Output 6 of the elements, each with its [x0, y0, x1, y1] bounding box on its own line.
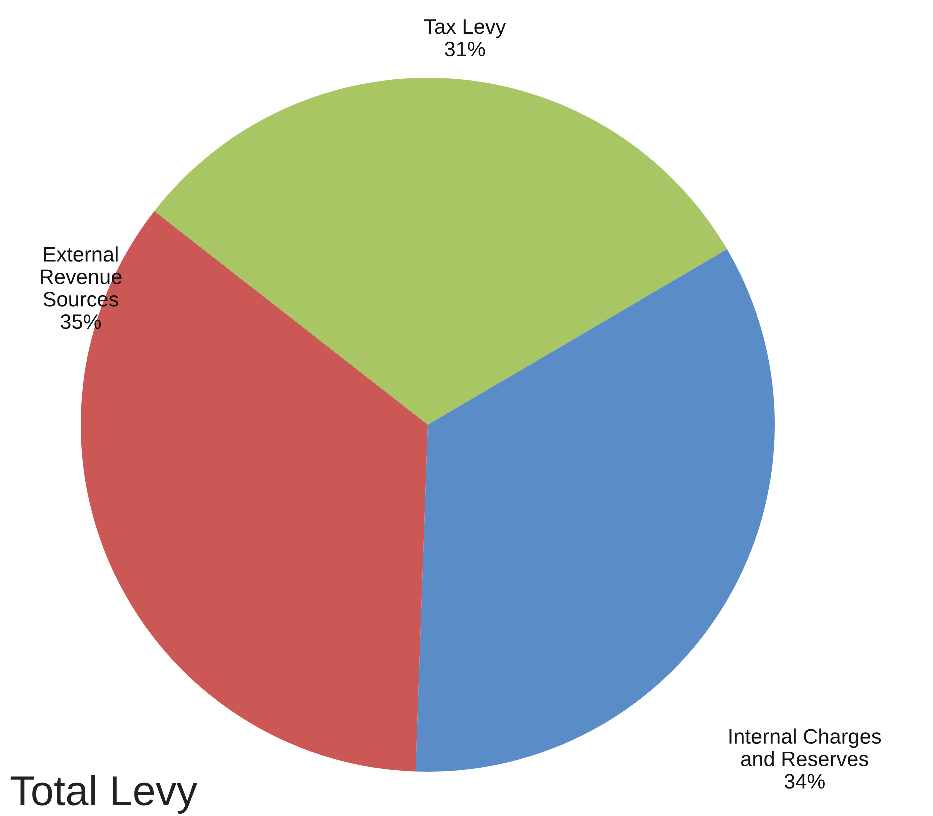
slice-label: Internal Charges and Reserves [730, 728, 882, 766]
slice-label: Tax Levy [424, 20, 506, 38]
data-label: 34% [784, 774, 825, 789]
text: Total Levy [10, 775, 198, 814]
data-label: 31% [445, 42, 486, 57]
pie-slice [154, 78, 728, 425]
